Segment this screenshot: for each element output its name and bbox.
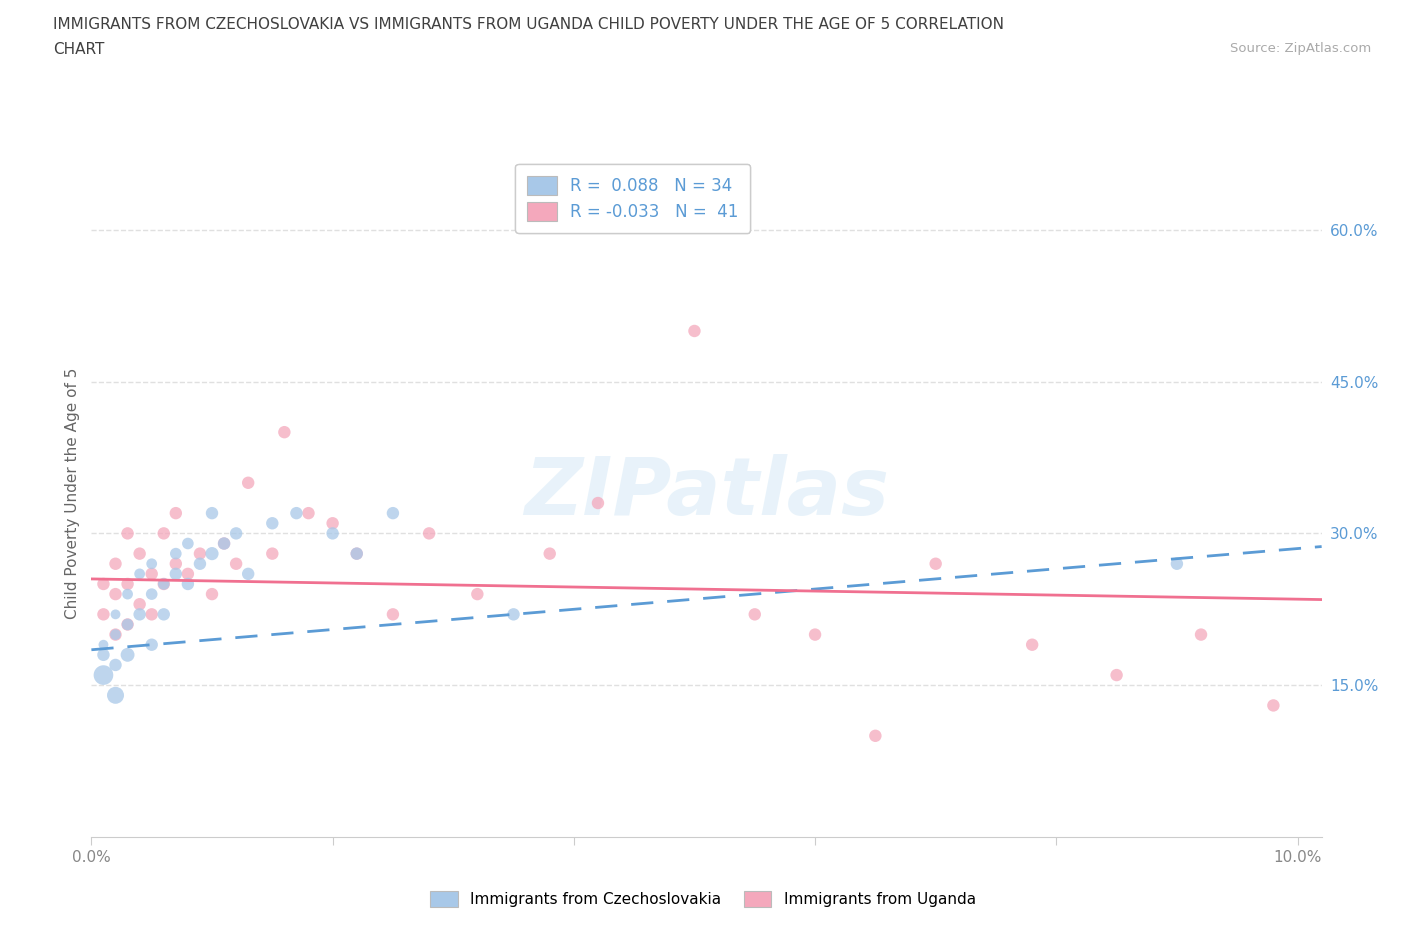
Point [177, 566, 200, 581]
Point [93, 577, 115, 591]
Point [804, 627, 827, 642]
Point [93, 637, 115, 652]
Point [104, 556, 127, 571]
Point [865, 728, 887, 743]
Point [346, 546, 368, 561]
Point [128, 546, 150, 561]
Point [128, 566, 150, 581]
Point [152, 577, 174, 591]
Point [201, 587, 224, 602]
Point [177, 577, 200, 591]
Point [117, 577, 139, 591]
Point [467, 587, 489, 602]
Point [104, 627, 127, 642]
Point [117, 617, 139, 631]
Point [117, 526, 139, 541]
Point [165, 566, 187, 581]
Point [418, 526, 440, 541]
Point [128, 607, 150, 622]
Point [104, 688, 127, 703]
Point [225, 526, 247, 541]
Point [262, 516, 284, 531]
Point [1166, 556, 1188, 571]
Point [586, 496, 609, 511]
Point [297, 506, 319, 521]
Point [104, 607, 127, 622]
Point [165, 506, 187, 521]
Point [141, 607, 163, 622]
Point [273, 425, 295, 440]
Point [1263, 698, 1285, 713]
Text: Source: ZipAtlas.com: Source: ZipAtlas.com [1230, 42, 1371, 55]
Point [128, 597, 150, 612]
Point [201, 506, 224, 521]
Point [322, 526, 344, 541]
Point [188, 546, 211, 561]
Point [117, 617, 139, 631]
Y-axis label: Child Poverty Under the Age of 5: Child Poverty Under the Age of 5 [65, 367, 80, 618]
Point [238, 566, 260, 581]
Point [104, 587, 127, 602]
Legend: R =  0.088   N = 34, R = -0.033   N =  41: R = 0.088 N = 34, R = -0.033 N = 41 [515, 164, 751, 232]
Text: ZIPatlas: ZIPatlas [524, 454, 889, 532]
Point [212, 536, 235, 551]
Point [225, 556, 247, 571]
Point [165, 556, 187, 571]
Point [381, 607, 404, 622]
Point [104, 658, 127, 672]
Point [93, 668, 115, 683]
Point [152, 526, 174, 541]
Point [165, 546, 187, 561]
Point [744, 607, 766, 622]
Point [117, 647, 139, 662]
Point [1189, 627, 1212, 642]
Point [1105, 668, 1128, 683]
Point [1021, 637, 1043, 652]
Point [104, 627, 127, 642]
Point [262, 546, 284, 561]
Point [201, 546, 224, 561]
Point [322, 516, 344, 531]
Point [177, 536, 200, 551]
Point [93, 647, 115, 662]
Text: IMMIGRANTS FROM CZECHOSLOVAKIA VS IMMIGRANTS FROM UGANDA CHILD POVERTY UNDER THE: IMMIGRANTS FROM CZECHOSLOVAKIA VS IMMIGR… [53, 17, 1004, 32]
Text: CHART: CHART [53, 42, 105, 57]
Point [238, 475, 260, 490]
Point [152, 607, 174, 622]
Point [152, 577, 174, 591]
Point [141, 637, 163, 652]
Legend: Immigrants from Czechoslovakia, Immigrants from Uganda: Immigrants from Czechoslovakia, Immigran… [423, 884, 983, 915]
Point [683, 324, 706, 339]
Point [346, 546, 368, 561]
Point [188, 556, 211, 571]
Point [212, 536, 235, 551]
Point [502, 607, 524, 622]
Point [93, 607, 115, 622]
Point [285, 506, 308, 521]
Point [117, 587, 139, 602]
Point [924, 556, 946, 571]
Point [141, 587, 163, 602]
Point [381, 506, 404, 521]
Point [141, 566, 163, 581]
Point [141, 556, 163, 571]
Point [538, 546, 561, 561]
